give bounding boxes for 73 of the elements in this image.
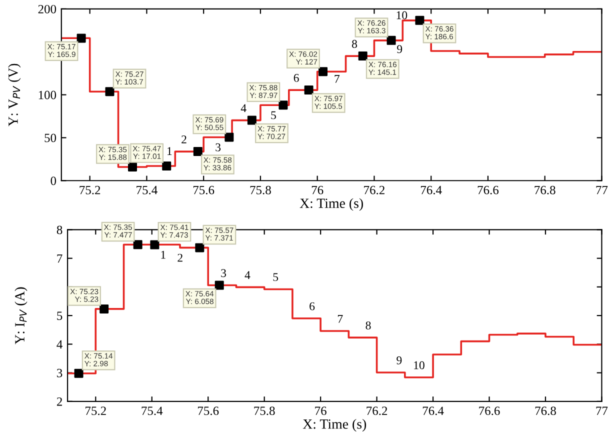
x-tick-label: 75.4: [142, 406, 163, 416]
point: [214, 280, 224, 290]
point: [100, 304, 109, 314]
x-tick-label: 76: [312, 186, 324, 194]
y-tick-label: 3: [57, 368, 62, 378]
x-axis-title: X: Time (s): [300, 198, 363, 211]
x-tick-label: 75.8: [254, 406, 275, 416]
point: [128, 162, 137, 172]
x-tick-label: 76.2: [364, 186, 384, 194]
point: [195, 243, 204, 252]
point: [74, 368, 84, 378]
annotation: 4: [244, 271, 250, 279]
annotation: 7: [334, 75, 340, 83]
x-tick-label: 75.8: [250, 186, 271, 194]
annotation: 6: [294, 74, 299, 82]
x-tick-label: 75.2: [80, 186, 100, 194]
annotation: 2: [178, 254, 182, 262]
point: [358, 52, 368, 61]
y-tick-label: 200: [38, 4, 56, 14]
x-tick-label: 75.6: [193, 186, 214, 194]
y-tick-label: 0: [50, 176, 56, 186]
point: [224, 132, 234, 142]
point: [386, 36, 396, 45]
annotation: 1: [161, 250, 166, 259]
point: [150, 240, 160, 250]
annotation: 7: [338, 314, 343, 323]
y-tick-label: 5: [57, 312, 62, 320]
y-tick-label: 50: [44, 134, 56, 142]
x-tick-label: 75.6: [198, 406, 219, 416]
annotation: 9: [396, 356, 402, 364]
y-axis-title: Y: V$_{PV}$ (V): [8, 64, 21, 126]
point: [415, 16, 424, 25]
annotation: 9: [397, 45, 402, 54]
x-tick-label: 76.2: [366, 406, 388, 416]
x-axis-title: X: Time (s): [302, 418, 366, 432]
annotation: 5: [271, 111, 276, 120]
x-tick-label: 76.4: [422, 406, 444, 416]
x-tick-label: 76: [315, 406, 326, 416]
x-tick-label: 77: [596, 186, 608, 194]
annotation: 3: [221, 269, 226, 278]
y-axis-title: Y: I$_{PV}$ (A): [14, 287, 28, 344]
annotation: 10: [414, 361, 424, 370]
point: [76, 34, 86, 43]
x-tick-label: 76.6: [479, 406, 500, 416]
annotation: 1: [167, 147, 172, 155]
annotation: 5: [273, 273, 278, 282]
point: [162, 162, 172, 171]
annotation: 2: [182, 135, 186, 144]
y-tick-label: 4: [56, 340, 62, 348]
x-tick-label: 77: [596, 406, 608, 415]
y-tick-label: 100: [38, 90, 56, 100]
point: [318, 67, 328, 76]
annotation: 3: [216, 143, 221, 152]
annotation: 8: [352, 40, 358, 48]
annotation: 10: [396, 11, 408, 20]
y-tick-label: 2: [56, 397, 62, 406]
annotation: 6: [310, 302, 315, 310]
x-tick-label: 76.8: [535, 406, 556, 416]
point: [105, 87, 114, 96]
x-tick-label: 76.8: [534, 186, 556, 194]
point: [247, 116, 256, 125]
x-tick-label: 76.6: [478, 186, 499, 194]
point: [193, 147, 202, 156]
point: [133, 240, 142, 250]
point: [304, 86, 314, 95]
x-tick-label: 76.4: [420, 186, 442, 194]
annotation: 8: [366, 321, 371, 330]
x-tick-label: 75.4: [136, 186, 158, 194]
annotation: 4: [240, 104, 246, 112]
y-tick-label: 8: [56, 226, 62, 234]
x-tick-label: 75.2: [86, 406, 106, 416]
point: [278, 100, 288, 110]
y-tick-label: 7: [57, 254, 62, 263]
